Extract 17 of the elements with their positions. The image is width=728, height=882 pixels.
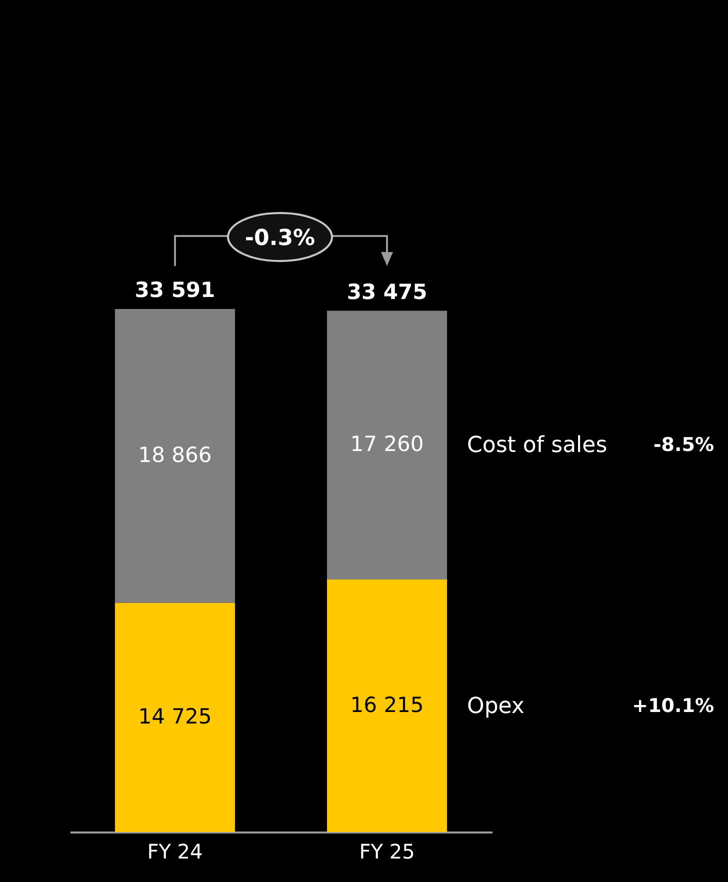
data-label: 16 215: [350, 692, 424, 717]
total-label: 33 475: [346, 280, 428, 304]
bar: [114, 309, 235, 603]
bar: [327, 310, 448, 580]
x-tick-label: FY 25: [359, 840, 415, 864]
series-label: Cost of sales: [467, 433, 608, 458]
text: -8.5%: [653, 434, 714, 456]
text: -0.3%: [244, 226, 316, 251]
total-label: 33 591: [134, 278, 216, 302]
x-tick-label: FY 24: [147, 840, 203, 864]
series-label: Opex: [467, 694, 524, 719]
bar: [327, 580, 448, 832]
data-label: 18 866: [138, 442, 212, 467]
data-label: 17 260: [350, 432, 424, 456]
data-label: 14 725: [138, 704, 212, 728]
bar: [114, 602, 235, 832]
text: +10.1%: [632, 694, 714, 717]
